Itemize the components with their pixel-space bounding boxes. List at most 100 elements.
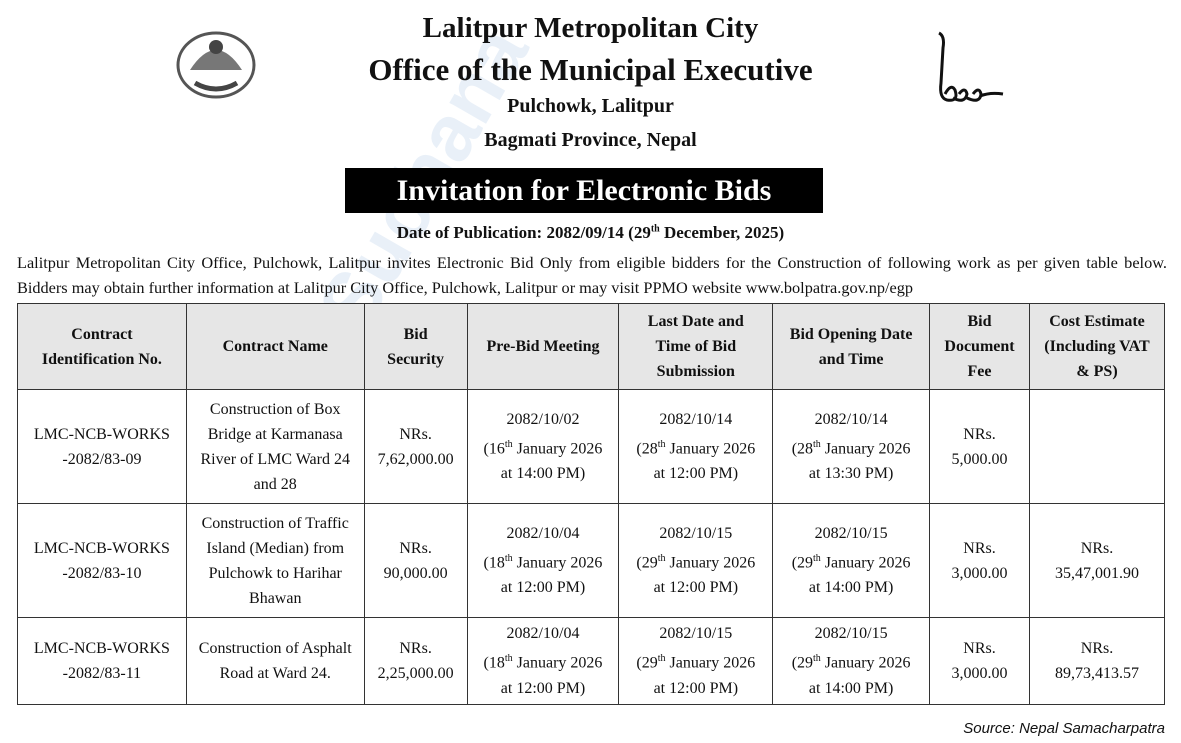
month-year: January 2026	[665, 654, 756, 672]
day: (18	[483, 554, 505, 572]
month-year: January 2026	[512, 440, 603, 458]
date-en: (18th January 2026	[468, 646, 619, 675]
cell-estimate	[1028, 389, 1166, 504]
date-en: (29th January 2026	[773, 646, 929, 675]
day: (28	[636, 440, 658, 458]
day: (16	[483, 440, 505, 458]
cell-estimate: NRs. 89,73,413.57	[1028, 617, 1166, 705]
pub-suffix: December, 2025)	[659, 223, 785, 242]
cell-fee: NRs. 3,000.00	[929, 617, 1030, 705]
column-header: Bid Opening Date and Time	[772, 303, 931, 390]
province: Bagmati Province, Nepal	[484, 129, 697, 151]
cell-id: LMC-NCB-WORKS -2082/83-10	[17, 503, 187, 618]
date: 2082/10/02	[506, 410, 580, 428]
suffix: th	[813, 552, 821, 564]
column-header: Bid Document Fee	[929, 303, 1030, 390]
column-header: Bid Security	[363, 303, 468, 390]
time: at 12:00 PM)	[653, 679, 739, 697]
cell-security: NRs. 2,25,000.00	[363, 617, 468, 705]
month-year: January 2026	[665, 440, 756, 458]
suffix: th	[657, 653, 666, 665]
pub-sup: th	[650, 223, 660, 235]
cell-name: Construction of Traffic Island (Median) …	[185, 503, 365, 618]
date: 2082/10/14	[814, 410, 888, 428]
table-header-row: Contract Identification No. Contract Name…	[17, 303, 1166, 390]
office-name: Office of the Municipal Executive	[368, 52, 813, 87]
month-year: January 2026	[512, 654, 603, 672]
cell-fee: NRs. 5,000.00	[929, 389, 1030, 504]
time: at 13:30 PM)	[808, 465, 894, 483]
cell-estimate: NRs. 35,47,001.90	[1028, 503, 1166, 618]
column-header: Contract Name	[185, 303, 365, 390]
cell-opening: 2082/10/14 (28th January 2026 at 13:30 PM)	[772, 389, 931, 504]
table-row: LMC-NCB-WORKS -2082/83-09 Construction of…	[17, 389, 1166, 504]
suffix: th	[657, 438, 666, 450]
date: 2082/10/15	[659, 625, 733, 643]
suffix: th	[813, 438, 821, 450]
date-en: (29th January 2026	[619, 646, 772, 675]
date-en: (29th January 2026	[619, 546, 772, 575]
publication-date: Date of Publication: 2082/09/14 (29th De…	[0, 223, 1181, 243]
time: at 12:00 PM)	[500, 679, 586, 697]
cell-fee: NRs. 3,000.00	[929, 503, 1030, 618]
day: (29	[791, 554, 814, 572]
cell-security: NRs. 7,62,000.00	[363, 389, 468, 504]
date-en: (16th January 2026	[468, 432, 619, 461]
suffix: th	[813, 653, 821, 665]
cell-id: LMC-NCB-WORKS -2082/83-09	[17, 389, 187, 504]
cell-security: NRs. 90,000.00	[363, 503, 468, 618]
cell-submission: 2082/10/14 (28th January 2026 at 12:00 PM)	[618, 389, 774, 504]
date-en: (28th January 2026	[619, 432, 772, 461]
cell-name: Construction of Box Bridge at Karmanasa …	[185, 389, 365, 504]
time: at 12:00 PM)	[653, 465, 739, 483]
table-row: LMC-NCB-WORKS -2082/83-11 Construction of…	[17, 617, 1166, 705]
time: at 14:00 PM)	[808, 679, 894, 697]
nepal-emblem-icon	[176, 31, 256, 99]
suffix: th	[657, 552, 666, 564]
bids-table: Contract Identification No. Contract Name…	[17, 303, 1166, 705]
column-header: Contract Identification No.	[17, 303, 187, 390]
time: at 12:00 PM)	[653, 579, 739, 597]
cell-submission: 2082/10/15 (29th January 2026 at 12:00 PM)	[618, 617, 774, 705]
signature-icon	[938, 31, 1004, 102]
date: 2082/10/15	[814, 524, 888, 542]
time: at 12:00 PM)	[500, 579, 586, 597]
suffix: th	[504, 438, 513, 450]
pub-prefix: Date of Publication: 2082/09/14 (29	[396, 223, 651, 242]
suffix: th	[504, 552, 513, 564]
time: at 14:00 PM)	[808, 579, 894, 597]
cell-name: Construction of Asphalt Road at Ward 24.	[185, 617, 365, 705]
month-year: January 2026	[820, 440, 911, 458]
date: 2082/10/14	[659, 410, 733, 428]
date-en: (18th January 2026	[468, 546, 619, 575]
cell-prebid: 2082/10/04 (18th January 2026 at 12:00 PM)	[466, 617, 620, 705]
cell-prebid: 2082/10/04 (18th January 2026 at 12:00 PM)	[466, 503, 620, 618]
column-header: Cost Estimate (Including VAT & PS)	[1028, 303, 1166, 390]
intro-paragraph: Lalitpur Metropolitan City Office, Pulch…	[17, 253, 1167, 297]
column-header: Pre-Bid Meeting	[466, 303, 620, 390]
suffix: th	[504, 653, 513, 665]
month-year: January 2026	[820, 554, 911, 572]
source-credit: Source: Nepal Samacharpatra	[963, 720, 1165, 737]
day: (18	[483, 654, 505, 672]
date: 2082/10/15	[659, 524, 733, 542]
cell-submission: 2082/10/15 (29th January 2026 at 12:00 PM)	[618, 503, 774, 618]
notice-title: Invitation for Electronic Bids	[345, 168, 823, 213]
cell-opening: 2082/10/15 (29th January 2026 at 14:00 PM)	[772, 617, 931, 705]
day: (28	[791, 440, 814, 458]
date-en: (28th January 2026	[773, 432, 929, 461]
date: 2082/10/04	[506, 625, 580, 643]
date-en: (29th January 2026	[773, 546, 929, 575]
column-header: Last Date and Time of Bid Submission	[618, 303, 774, 390]
city-name: Lalitpur Metropolitan City	[422, 12, 759, 44]
address: Pulchowk, Lalitpur	[507, 95, 674, 117]
month-year: January 2026	[512, 554, 603, 572]
cell-id: LMC-NCB-WORKS -2082/83-11	[17, 617, 187, 705]
table-row: LMC-NCB-WORKS -2082/83-10 Construction of…	[17, 503, 1166, 618]
cell-prebid: 2082/10/02 (16th January 2026 at 14:00 PM)	[466, 389, 620, 504]
cell-opening: 2082/10/15 (29th January 2026 at 14:00 PM)	[772, 503, 931, 618]
date: 2082/10/15	[814, 625, 888, 643]
month-year: January 2026	[665, 554, 756, 572]
day: (29	[636, 554, 658, 572]
time: at 14:00 PM)	[500, 465, 586, 483]
